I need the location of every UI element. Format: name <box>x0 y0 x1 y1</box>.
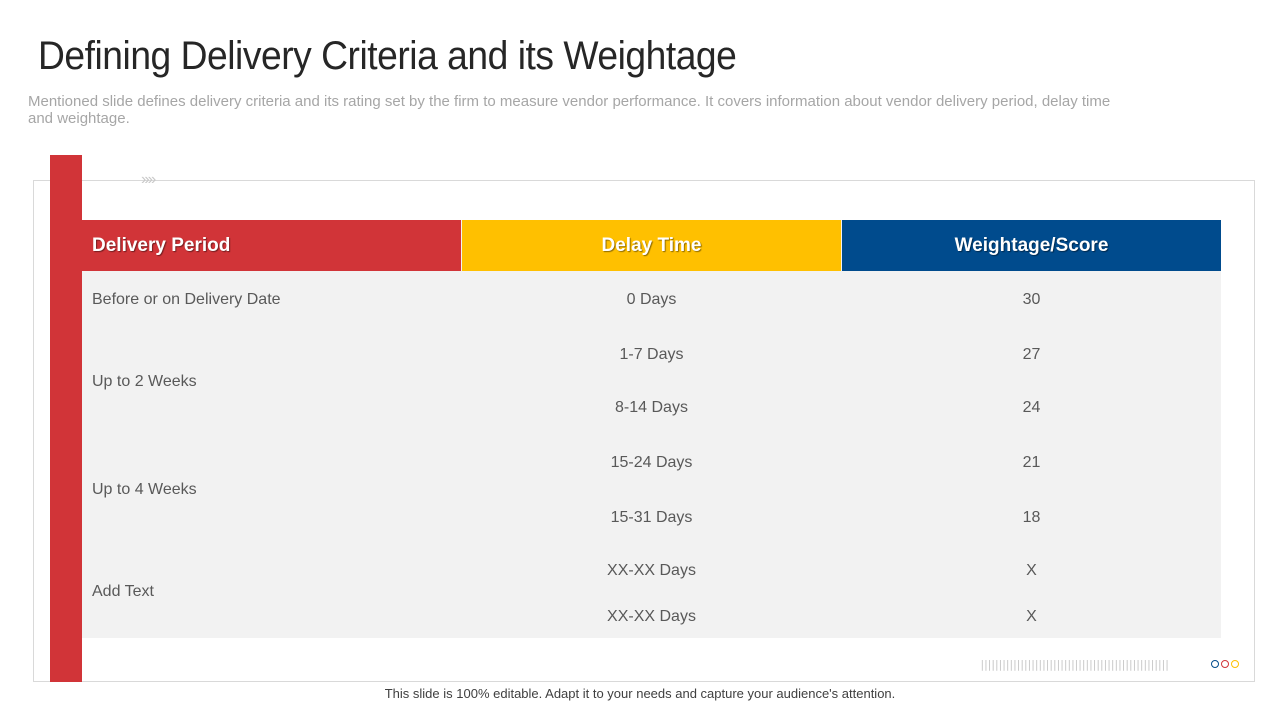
header-delay-time: Delay Time <box>462 220 841 271</box>
delay-cell: 8-14 Days <box>615 399 688 416</box>
accent-bar <box>50 155 82 682</box>
score-cell: 18 <box>1022 509 1041 526</box>
page-subtitle: Mentioned slide defines delivery criteri… <box>28 93 1111 127</box>
color-dots <box>1211 660 1239 668</box>
criteria-table: Delivery Period Delay Time Weightage/Sco… <box>82 220 1221 638</box>
content-frame <box>33 180 1255 682</box>
delay-cell: 15-24 Days <box>610 454 693 471</box>
chevron-decoration-icon: ›››› <box>141 171 156 188</box>
blue-circle-icon <box>1211 660 1219 668</box>
tick-decoration: ||||||||||||||||||||||||||||||||||||||||… <box>979 658 1170 671</box>
red-circle-icon <box>1221 660 1229 668</box>
page-title: Defining Delivery Criteria and its Weigh… <box>38 34 737 78</box>
header-weightage-score: Weightage/Score <box>842 220 1221 271</box>
delay-cell: 15-31 Days <box>610 509 693 526</box>
score-cell: 27 <box>1022 346 1041 363</box>
period-cell: Add Text <box>92 583 154 600</box>
footer-note: This slide is 100% editable. Adapt it to… <box>384 686 896 701</box>
delay-cell: XX-XX Days <box>607 608 696 625</box>
period-cell: Before or on Delivery Date <box>92 291 281 308</box>
delay-cell: XX-XX Days <box>607 562 696 579</box>
yellow-circle-icon <box>1231 660 1239 668</box>
score-cell: 21 <box>1022 454 1041 471</box>
delay-cell: 1-7 Days <box>619 346 684 363</box>
header-delivery-period: Delivery Period <box>82 220 461 271</box>
score-cell: 30 <box>1022 291 1041 308</box>
score-cell: 24 <box>1022 399 1041 416</box>
period-cell: Up to 2 Weeks <box>92 373 197 390</box>
period-cell: Up to 4 Weeks <box>92 481 197 498</box>
score-cell: X <box>1026 608 1037 625</box>
score-cell: X <box>1026 562 1037 579</box>
delay-cell: 0 Days <box>626 291 677 308</box>
